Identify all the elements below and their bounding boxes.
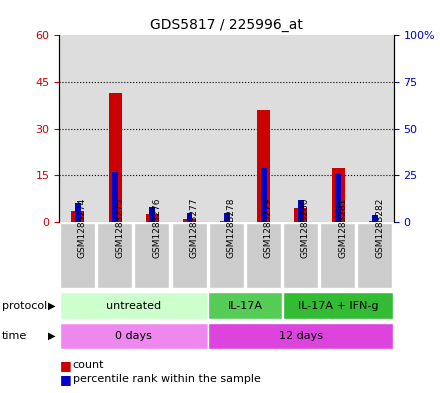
FancyBboxPatch shape [135,223,169,288]
Bar [75,204,81,222]
Bar [220,221,233,222]
Text: protocol: protocol [2,301,48,311]
FancyBboxPatch shape [172,223,206,288]
Text: GSM1283276: GSM1283276 [152,197,161,258]
Text: GSM1283281: GSM1283281 [338,197,347,258]
FancyBboxPatch shape [60,323,208,349]
Text: ▶: ▶ [48,301,56,311]
Title: GDS5817 / 225996_at: GDS5817 / 225996_at [150,18,303,31]
Bar [261,168,267,222]
Text: 12 days: 12 days [279,331,323,341]
Bar [372,215,378,222]
FancyBboxPatch shape [357,223,392,288]
Text: time: time [2,331,27,341]
Bar [294,208,308,222]
Text: GSM1283278: GSM1283278 [227,197,235,258]
Bar [369,221,382,222]
Text: IL-17A + IFN-g: IL-17A + IFN-g [298,301,378,310]
Bar [335,174,341,222]
Text: GSM1283277: GSM1283277 [190,197,198,258]
Text: untreated: untreated [106,301,161,310]
Text: GSM1283279: GSM1283279 [264,197,273,258]
FancyBboxPatch shape [283,223,318,288]
FancyBboxPatch shape [209,292,282,320]
FancyBboxPatch shape [209,223,244,288]
Bar [71,211,84,222]
Text: GSM1283280: GSM1283280 [301,197,310,258]
FancyBboxPatch shape [209,323,393,349]
FancyBboxPatch shape [60,292,208,320]
Bar [298,200,304,222]
Bar [109,93,121,222]
Bar [332,167,345,222]
Text: count: count [73,360,104,371]
Text: ■: ■ [59,373,71,386]
FancyBboxPatch shape [283,292,393,320]
Bar [149,207,155,222]
Bar [224,213,230,222]
Bar [257,110,270,222]
Text: percentile rank within the sample: percentile rank within the sample [73,374,260,384]
Text: IL-17A: IL-17A [227,301,263,310]
Text: ■: ■ [59,359,71,372]
FancyBboxPatch shape [97,223,132,288]
FancyBboxPatch shape [320,223,355,288]
Text: GSM1283282: GSM1283282 [375,197,384,257]
Bar [112,172,118,222]
Bar [183,219,196,222]
Text: GSM1283274: GSM1283274 [78,197,87,257]
Bar [146,214,159,222]
Text: GSM1283275: GSM1283275 [115,197,124,258]
Bar [187,213,192,222]
Text: ▶: ▶ [48,331,56,341]
FancyBboxPatch shape [60,223,95,288]
Text: 0 days: 0 days [115,331,152,341]
FancyBboxPatch shape [246,223,281,288]
